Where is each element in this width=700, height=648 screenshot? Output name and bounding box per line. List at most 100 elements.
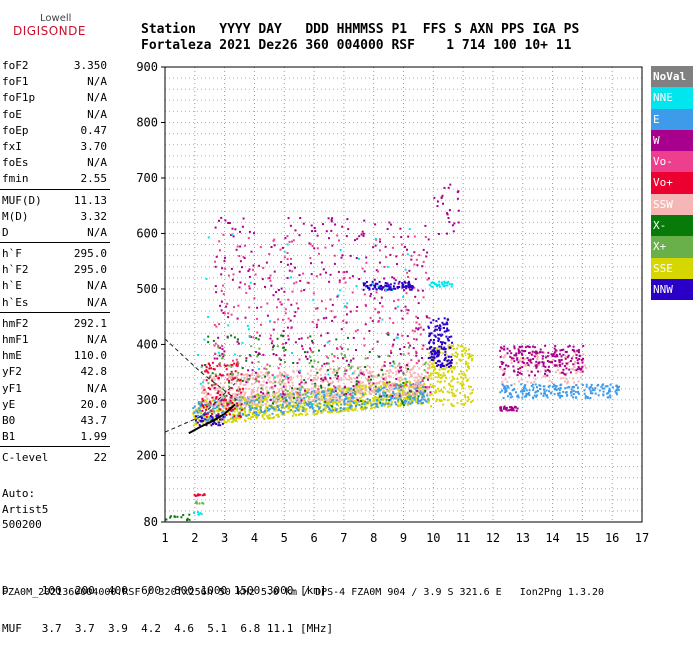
echo-point bbox=[533, 346, 536, 349]
echo-point bbox=[536, 355, 539, 358]
echo-point bbox=[392, 392, 395, 395]
echo-point bbox=[356, 402, 359, 405]
echo-point bbox=[447, 369, 450, 372]
echo-point bbox=[335, 399, 338, 402]
echo-point bbox=[525, 395, 528, 398]
echo-point bbox=[366, 357, 369, 360]
echo-point bbox=[276, 345, 279, 348]
echo-point bbox=[451, 385, 454, 388]
echo-point bbox=[277, 413, 279, 416]
echo-point bbox=[245, 359, 248, 362]
echo-point bbox=[290, 257, 292, 260]
echo-point bbox=[305, 408, 308, 411]
echo-point bbox=[371, 383, 374, 386]
echo-point bbox=[524, 384, 527, 387]
echo-point bbox=[373, 278, 376, 281]
echo-point bbox=[443, 186, 446, 189]
echo-point bbox=[363, 344, 366, 347]
echo-point bbox=[233, 415, 236, 418]
echo-point bbox=[283, 407, 286, 409]
echo-point bbox=[204, 364, 207, 366]
header-labels: Station YYYY DAY DDD HHMMSS P1 FFS S AXN… bbox=[141, 22, 580, 37]
echo-point bbox=[523, 390, 526, 392]
echo-point bbox=[502, 361, 505, 364]
echo-point bbox=[388, 381, 391, 384]
echo-point bbox=[294, 401, 297, 404]
echo-point bbox=[572, 389, 575, 392]
echo-point bbox=[432, 282, 435, 285]
echo-point bbox=[223, 406, 226, 409]
echo-point bbox=[323, 362, 326, 365]
echo-point bbox=[609, 396, 612, 399]
echo-point bbox=[244, 399, 246, 402]
echo-point bbox=[215, 325, 218, 328]
echo-point bbox=[230, 417, 233, 420]
echo-point bbox=[418, 385, 421, 387]
echo-point bbox=[437, 337, 440, 340]
echo-point bbox=[329, 394, 332, 397]
echo-point bbox=[379, 249, 381, 252]
echo-point bbox=[202, 390, 204, 393]
echo-point bbox=[400, 394, 403, 396]
echo-point bbox=[506, 381, 509, 383]
echo-point bbox=[303, 399, 306, 402]
echo-point bbox=[449, 385, 452, 388]
echo-point bbox=[523, 350, 525, 353]
echo-point bbox=[338, 279, 341, 282]
echo-point bbox=[319, 374, 322, 377]
echo-point bbox=[350, 407, 353, 410]
echo-point bbox=[271, 374, 274, 377]
echo-point bbox=[401, 402, 404, 405]
echo-point bbox=[513, 345, 516, 348]
echo-point bbox=[382, 384, 385, 387]
autoscaling-info: Auto: Artist5 500200 bbox=[2, 486, 48, 533]
echo-point bbox=[308, 242, 311, 245]
y-tick-label: 400 bbox=[136, 337, 158, 351]
echo-point bbox=[208, 411, 211, 414]
echo-point bbox=[375, 291, 378, 294]
echo-point bbox=[340, 378, 343, 381]
echo-point bbox=[322, 380, 325, 383]
echo-point bbox=[306, 413, 309, 415]
echo-point bbox=[344, 372, 347, 375]
echo-point bbox=[413, 398, 416, 401]
x-tick-label: 1 bbox=[161, 531, 168, 545]
echo-point bbox=[394, 395, 397, 398]
echo-point bbox=[385, 289, 387, 292]
echo-point bbox=[231, 227, 234, 230]
echo-point bbox=[330, 310, 333, 313]
echo-point bbox=[332, 380, 334, 383]
legend-item: X- bbox=[651, 215, 693, 237]
echo-point bbox=[381, 398, 384, 401]
echo-point bbox=[437, 333, 440, 336]
echo-point bbox=[343, 399, 346, 402]
echo-point bbox=[193, 405, 196, 408]
echo-point bbox=[284, 361, 286, 363]
echo-point bbox=[503, 345, 506, 348]
echo-point bbox=[208, 419, 211, 422]
echo-point bbox=[275, 402, 278, 405]
echo-point bbox=[205, 366, 208, 369]
echo-point bbox=[575, 357, 578, 359]
echo-point bbox=[371, 280, 374, 283]
echo-point bbox=[547, 385, 550, 388]
echo-point bbox=[227, 222, 230, 224]
echo-point bbox=[444, 348, 447, 351]
echo-point bbox=[443, 281, 446, 284]
echo-point bbox=[213, 368, 216, 371]
param-value: N/A bbox=[87, 225, 107, 239]
echo-point bbox=[538, 363, 541, 366]
echo-point bbox=[404, 397, 407, 400]
echo-point bbox=[214, 422, 217, 425]
echo-point bbox=[423, 388, 426, 391]
echo-point bbox=[392, 360, 395, 363]
echo-cluster bbox=[499, 405, 519, 412]
echo-point bbox=[388, 400, 391, 403]
echo-point bbox=[470, 359, 473, 362]
echo-point bbox=[524, 387, 527, 390]
echo-point bbox=[320, 410, 322, 413]
echo-point bbox=[236, 414, 239, 417]
echo-point bbox=[238, 407, 241, 410]
echo-point bbox=[446, 327, 449, 330]
echo-point bbox=[388, 386, 391, 389]
